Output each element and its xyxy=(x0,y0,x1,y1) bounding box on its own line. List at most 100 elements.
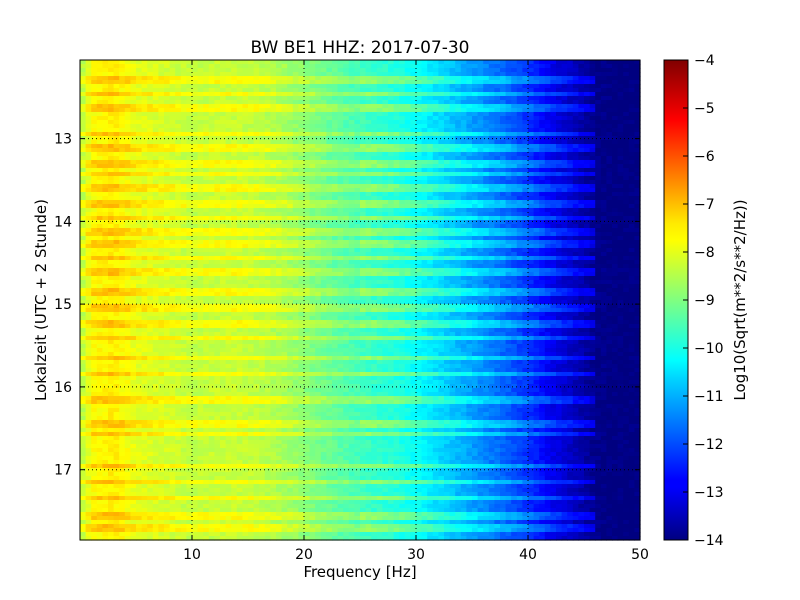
heatmap-cell xyxy=(113,80,120,85)
heatmap-cell xyxy=(399,108,406,113)
heatmap-cell xyxy=(96,252,103,257)
heatmap-cell xyxy=(371,220,378,225)
heatmap-cell xyxy=(432,120,439,125)
heatmap-cell xyxy=(432,140,439,145)
heatmap-cell xyxy=(365,68,372,73)
heatmap-cell xyxy=(208,104,215,109)
heatmap-cell xyxy=(231,136,238,141)
heatmap-cell xyxy=(276,240,283,245)
heatmap-cell xyxy=(259,196,266,201)
heatmap-cell xyxy=(292,152,299,157)
heatmap-cell xyxy=(561,192,568,197)
heatmap-cell xyxy=(416,120,423,125)
heatmap-cell xyxy=(410,136,417,141)
heatmap-cell xyxy=(432,156,439,161)
heatmap-cell xyxy=(130,176,137,181)
heatmap-cell xyxy=(421,100,428,105)
heatmap-cell xyxy=(505,128,512,133)
heatmap-cell xyxy=(236,140,243,145)
heatmap-cell xyxy=(276,248,283,253)
heatmap-cell xyxy=(264,76,271,81)
heatmap-cell xyxy=(539,80,546,85)
heatmap-cell xyxy=(343,172,350,177)
heatmap-cell xyxy=(91,236,98,241)
heatmap-cell xyxy=(337,216,344,221)
heatmap-cell xyxy=(365,248,372,253)
heatmap-cell xyxy=(477,112,484,117)
heatmap-cell xyxy=(628,64,635,69)
heatmap-cell xyxy=(141,216,148,221)
heatmap-cell xyxy=(354,224,361,229)
heatmap-cell xyxy=(505,248,512,253)
heatmap-cell xyxy=(522,60,529,65)
heatmap-cell xyxy=(533,128,540,133)
heatmap-cell xyxy=(348,204,355,209)
heatmap-cell xyxy=(281,72,288,77)
heatmap-cell xyxy=(449,168,456,173)
heatmap-cell xyxy=(522,104,529,109)
heatmap-cell xyxy=(505,108,512,113)
heatmap-cell xyxy=(298,116,305,121)
heatmap-cell xyxy=(147,216,154,221)
heatmap-cell xyxy=(455,68,462,73)
heatmap-cell xyxy=(242,172,249,177)
heatmap-cell xyxy=(113,148,120,153)
heatmap-cell xyxy=(399,148,406,153)
heatmap-cell xyxy=(225,200,232,205)
heatmap-cell xyxy=(248,180,255,185)
heatmap-cell xyxy=(164,220,171,225)
heatmap-cell xyxy=(623,192,630,197)
heatmap-cell xyxy=(85,64,92,69)
heatmap-cell xyxy=(382,144,389,149)
heatmap-cell xyxy=(214,68,221,73)
heatmap-cell xyxy=(337,132,344,137)
heatmap-cell xyxy=(410,248,417,253)
heatmap-cell xyxy=(483,216,490,221)
heatmap-cell xyxy=(270,164,277,169)
heatmap-cell xyxy=(410,92,417,97)
heatmap-cell xyxy=(623,232,630,237)
heatmap-cell xyxy=(365,124,372,129)
heatmap-cell xyxy=(444,108,451,113)
heatmap-cell xyxy=(606,124,613,129)
heatmap-cell xyxy=(516,144,523,149)
heatmap-cell xyxy=(427,96,434,101)
heatmap-cell xyxy=(634,116,641,121)
heatmap-cell xyxy=(180,204,187,209)
heatmap-cell xyxy=(304,60,311,65)
heatmap-cell xyxy=(337,196,344,201)
heatmap-cell xyxy=(449,256,456,261)
heatmap-cell xyxy=(320,104,327,109)
heatmap-cell xyxy=(600,168,607,173)
heatmap-cell xyxy=(477,124,484,129)
heatmap-cell xyxy=(248,100,255,105)
heatmap-cell xyxy=(572,244,579,249)
heatmap-cell xyxy=(584,152,591,157)
heatmap-cell xyxy=(315,104,322,109)
heatmap-cell xyxy=(208,100,215,105)
heatmap-cell xyxy=(494,84,501,89)
heatmap-cell xyxy=(192,164,199,169)
heatmap-cell xyxy=(483,160,490,165)
heatmap-cell xyxy=(449,88,456,93)
heatmap-cell xyxy=(264,140,271,145)
heatmap-cell xyxy=(197,220,204,225)
heatmap-cell xyxy=(298,164,305,169)
heatmap-cell xyxy=(522,200,529,205)
heatmap-cell xyxy=(298,104,305,109)
heatmap-cell xyxy=(516,176,523,181)
heatmap-cell xyxy=(416,224,423,229)
heatmap-cell xyxy=(225,120,232,125)
heatmap-cell xyxy=(147,220,154,225)
heatmap-cell xyxy=(276,200,283,205)
heatmap-cell xyxy=(432,188,439,193)
heatmap-cell xyxy=(208,212,215,217)
heatmap-cell xyxy=(455,60,462,65)
heatmap-cell xyxy=(320,240,327,245)
heatmap-cell xyxy=(304,204,311,209)
heatmap-cell xyxy=(186,88,193,93)
heatmap-cell xyxy=(141,72,148,77)
heatmap-cell xyxy=(444,228,451,233)
heatmap-cell xyxy=(522,80,529,85)
heatmap-cell xyxy=(589,60,596,65)
